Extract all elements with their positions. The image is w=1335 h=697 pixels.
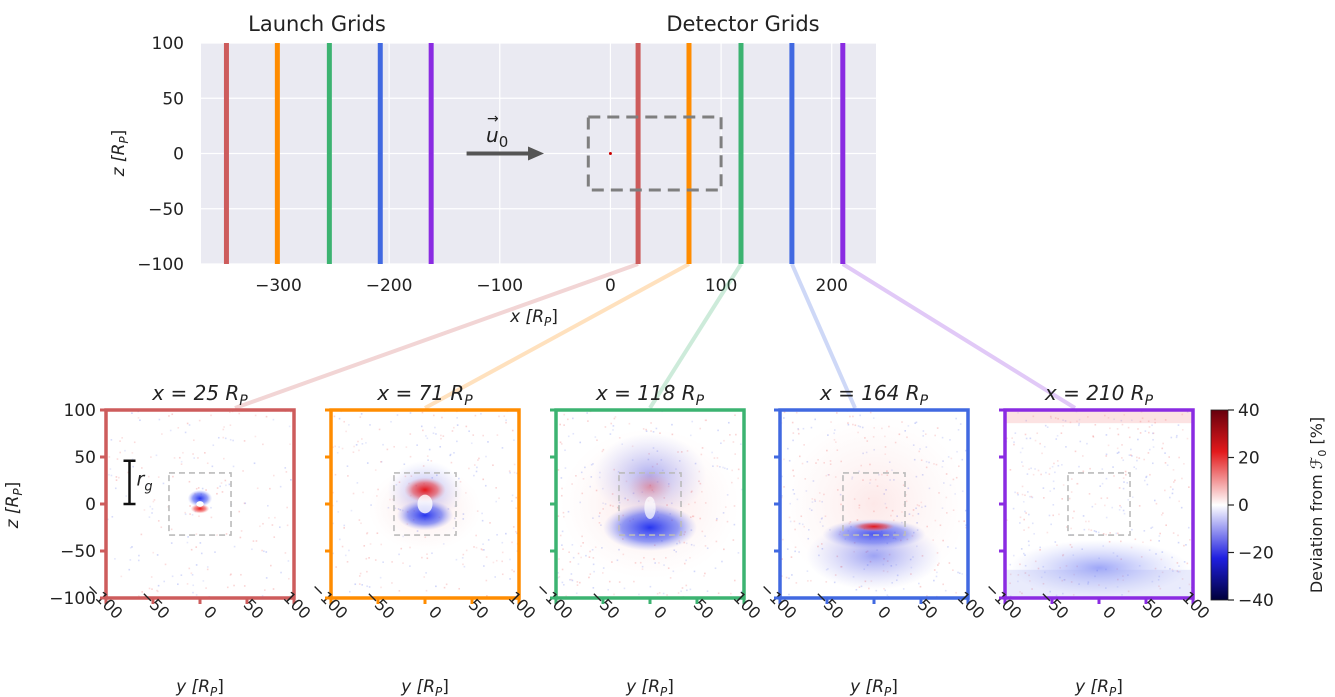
detector-x-axis-label: y [RP] [1074,677,1123,697]
top-x-tick-label: −200 [366,276,413,296]
planet-marker [608,152,612,155]
deviation-map [557,410,743,598]
colorbar-tick-label: −40 [1238,591,1274,611]
detector-x-axis-label: y [RP] [175,677,224,697]
simulation-domain-box [168,472,232,536]
colorbar-label: Deviation from ℱ0 [%] [1307,417,1329,593]
rg-scale-bar: rg [123,459,153,506]
colorbar-tick-label: 40 [1238,401,1260,421]
x-tick-label: 0 [1099,602,1120,623]
top-x-tick-label: 200 [816,276,848,296]
velocity-label: u0 [486,123,508,151]
top-y-tick-label: 100 [152,34,184,54]
colorbar-ticks: 40 20 0 −20 −40 [1228,401,1274,611]
top-y-tick-label: −50 [148,200,184,220]
simulation-domain-box [393,472,457,536]
connector-lines [234,262,1077,410]
panel-connector-line [841,262,1077,410]
detector-x-axis-label: y [RP] [849,677,898,697]
y-tick-label: −50 [60,542,96,562]
top-x-axis-label: x [RP] [509,307,558,329]
colorbar-gradient [1210,409,1229,601]
deviation-map [1005,410,1193,598]
colorbar-tick-label: 0 [1238,496,1249,516]
bottom-y-axis-label: z [RP] [3,482,25,530]
panel-connector-line [424,262,690,410]
colorbar-tick-label: 20 [1238,449,1260,469]
y-tick-label: 100 [64,401,96,421]
x-tick-label: 0 [650,602,671,623]
rg-label: rg [137,468,153,494]
top-y-tick-label: −100 [137,255,184,275]
y-tick-label: −100 [49,589,96,609]
detector-panel-title: x = 164 RP [819,381,929,409]
y-tick-label: 0 [85,495,96,515]
launch-grids-title: Launch Grids [248,12,386,36]
panel-connector-line [648,262,743,410]
colorbar: 40 20 0 −20 −40 Deviation from ℱ0 [%] [1210,401,1329,611]
colorbar-tick-label: −20 [1238,544,1274,564]
top-tick-labels: −300 −200 −100 0 100 200 100 50 0 −50 −100 [137,34,848,296]
detector-grids-title: Detector Grids [666,12,819,36]
detector-x-axis-label: y [RP] [625,677,674,697]
deviation-map [780,410,968,598]
vector-arrow-glyph: → [487,111,499,127]
x-tick-label: 0 [200,602,221,623]
simulation-domain-box [586,115,723,192]
top-x-tick-label: 100 [705,276,737,296]
top-y-tick-label: 0 [173,145,184,165]
detector-panel-title: x = 118 RP [595,381,705,409]
grid-position-lines [223,43,846,264]
x-tick-label: 0 [874,602,895,623]
top-y-axis-label: z [RP] [109,130,131,178]
detector-panel-title: x = 25 RP [151,381,248,409]
top-gridlines [201,42,876,265]
detector-panel-title: x = 210 RP [1044,381,1154,409]
y-tick-label: 50 [74,448,96,468]
panel-connector-line [790,263,857,409]
top-x-tick-label: −100 [476,276,523,296]
simulation-domain-box [1067,472,1131,536]
detector-panel-title: x = 71 RP [376,381,473,409]
x-tick-label: 0 [425,602,446,623]
panel-connector-line [234,262,639,410]
deviation-map [331,410,519,598]
top-panel: −300 −200 −100 0 100 200 100 50 0 −50 −100 u0 → La… [109,12,876,329]
simulation-domain-box [842,472,906,536]
detector-x-axis-label: y [RP] [400,677,449,697]
top-y-tick-label: 50 [162,89,184,109]
top-x-tick-label: −300 [255,276,302,296]
velocity-arrow [466,146,545,161]
top-x-tick-label: 0 [605,276,616,296]
simulation-domain-box [618,472,682,536]
